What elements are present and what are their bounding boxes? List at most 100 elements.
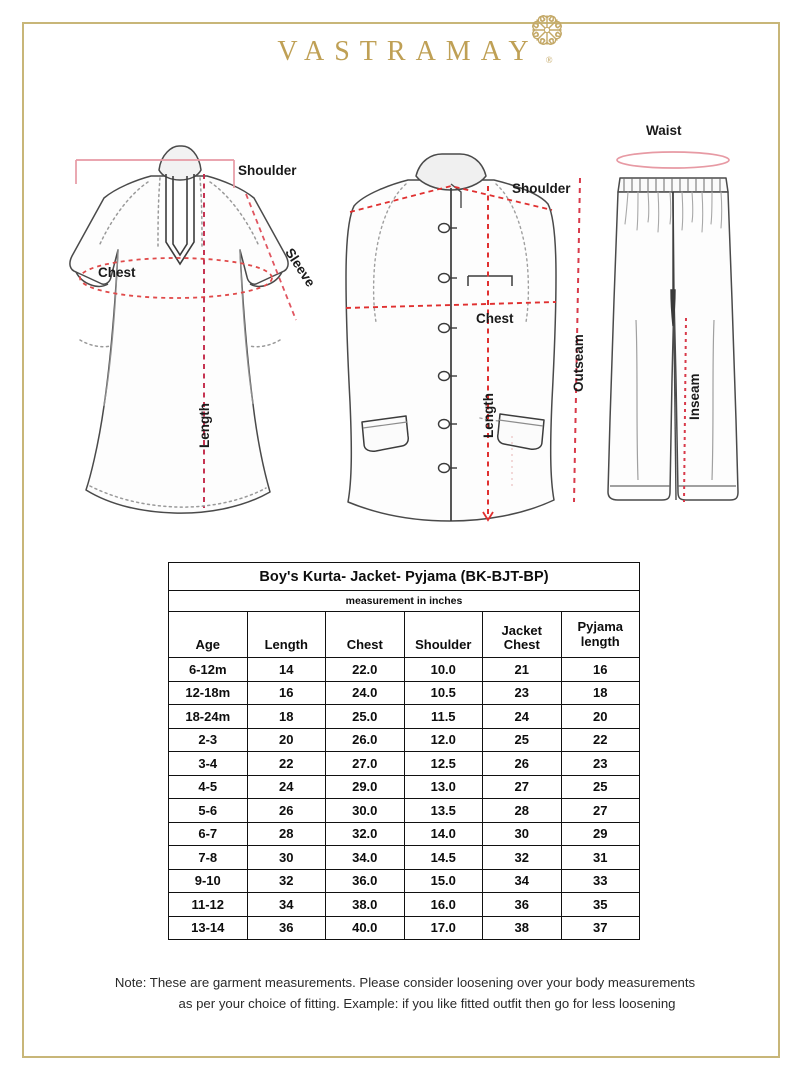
cell-pyjama-length: 20 bbox=[560, 704, 640, 729]
footer-note-line-1: Note: These are garment measurements. Pl… bbox=[114, 975, 696, 990]
cell-chest: 26.0 bbox=[325, 727, 405, 752]
column-header-age: Age bbox=[168, 611, 248, 658]
table-title: Boy's Kurta- Jacket- Pyjama (BK-BJT-BP) bbox=[168, 562, 640, 591]
cell-pyjama-length: 37 bbox=[560, 915, 640, 940]
cell-length: 18 bbox=[246, 704, 326, 729]
cell-age: 12-18m bbox=[168, 680, 248, 705]
cell-pyjama-length: 25 bbox=[560, 774, 640, 799]
kurta-length-label: Length bbox=[197, 403, 212, 448]
table-row: 7-8 30 34.0 14.5 32 31 bbox=[168, 845, 640, 870]
table-row: 13-14 36 40.0 17.0 38 37 bbox=[168, 915, 640, 940]
cell-shoulder: 11.5 bbox=[403, 704, 483, 729]
cell-jacket-chest: 26 bbox=[482, 751, 562, 776]
cell-length: 36 bbox=[246, 915, 326, 940]
table-subtitle: measurement in inches bbox=[168, 590, 640, 612]
cell-jacket-chest: 38 bbox=[482, 915, 562, 940]
cell-pyjama-length: 29 bbox=[560, 821, 640, 846]
cell-age: 4-5 bbox=[168, 774, 248, 799]
cell-chest: 32.0 bbox=[325, 821, 405, 846]
cell-chest: 34.0 bbox=[325, 845, 405, 870]
cell-chest: 29.0 bbox=[325, 774, 405, 799]
cell-jacket-chest: 24 bbox=[482, 704, 562, 729]
table-title-row: Boy's Kurta- Jacket- Pyjama (BK-BJT-BP) bbox=[168, 562, 640, 591]
cell-chest: 30.0 bbox=[325, 798, 405, 823]
pyjama-inseam-label: Inseam bbox=[687, 373, 702, 420]
cell-length: 32 bbox=[246, 868, 326, 893]
column-header-length: Length bbox=[246, 611, 326, 658]
table-row: 5-6 26 30.0 13.5 28 27 bbox=[168, 798, 640, 823]
cell-age: 6-7 bbox=[168, 821, 248, 846]
cell-pyjama-length: 35 bbox=[560, 892, 640, 917]
cell-pyjama-length: 23 bbox=[560, 751, 640, 776]
cell-age: 18-24m bbox=[168, 704, 248, 729]
cell-chest: 36.0 bbox=[325, 868, 405, 893]
table-row: 4-5 24 29.0 13.0 27 25 bbox=[168, 774, 640, 799]
table-row: 6-7 28 32.0 14.0 30 29 bbox=[168, 821, 640, 846]
registered-trademark-icon: ® bbox=[545, 55, 553, 65]
cell-chest: 27.0 bbox=[325, 751, 405, 776]
cell-chest: 38.0 bbox=[325, 892, 405, 917]
cell-pyjama-length: 18 bbox=[560, 680, 640, 705]
cell-length: 20 bbox=[246, 727, 326, 752]
mandala-ornament-icon bbox=[525, 8, 569, 52]
table-body: 6-12m 14 22.0 10.0 21 16 12-18m 16 24.0 10.5 23 18 1… bbox=[168, 657, 640, 940]
brand-logo: VASTRAMAY ® bbox=[0, 14, 810, 100]
cell-jacket-chest: 27 bbox=[482, 774, 562, 799]
cell-jacket-chest: 23 bbox=[482, 680, 562, 705]
table-row: 9-10 32 36.0 15.0 34 33 bbox=[168, 868, 640, 893]
cell-chest: 22.0 bbox=[325, 657, 405, 682]
cell-shoulder: 16.0 bbox=[403, 892, 483, 917]
cell-age: 7-8 bbox=[168, 845, 248, 870]
cell-jacket-chest: 21 bbox=[482, 657, 562, 682]
table-row: 12-18m 16 24.0 10.5 23 18 bbox=[168, 680, 640, 705]
cell-shoulder: 13.0 bbox=[403, 774, 483, 799]
cell-age: 5-6 bbox=[168, 798, 248, 823]
cell-shoulder: 10.0 bbox=[403, 657, 483, 682]
table-row: 3-4 22 27.0 12.5 26 23 bbox=[168, 751, 640, 776]
cell-jacket-chest: 28 bbox=[482, 798, 562, 823]
table-subtitle-row: measurement in inches bbox=[168, 590, 640, 612]
cell-jacket-chest: 34 bbox=[482, 868, 562, 893]
cell-age: 3-4 bbox=[168, 751, 248, 776]
cell-length: 28 bbox=[246, 821, 326, 846]
column-header-shoulder: Shoulder bbox=[403, 611, 483, 658]
column-header-chest: Chest bbox=[325, 611, 405, 658]
pyjama-diagram: Waist Outseam Inseam bbox=[558, 120, 788, 520]
cell-length: 26 bbox=[246, 798, 326, 823]
jacket-chest-label: Chest bbox=[476, 311, 514, 326]
jacket-shoulder-label: Shoulder bbox=[512, 181, 571, 196]
cell-length: 16 bbox=[246, 680, 326, 705]
brand-name: VASTRAMAY bbox=[277, 36, 539, 67]
garment-diagrams: Shoulder Chest Sleeve Length bbox=[30, 120, 780, 530]
size-chart-table: Boy's Kurta- Jacket- Pyjama (BK-BJT-BP) … bbox=[168, 562, 640, 940]
cell-chest: 40.0 bbox=[325, 915, 405, 940]
cell-jacket-chest: 36 bbox=[482, 892, 562, 917]
pyjama-header-line-2: length bbox=[580, 633, 620, 649]
cell-jacket-chest: 30 bbox=[482, 821, 562, 846]
cell-age: 6-12m bbox=[168, 657, 248, 682]
table-header-row: Age Length Chest Shoulder Jacket Chest P… bbox=[168, 611, 640, 658]
cell-shoulder: 12.0 bbox=[403, 727, 483, 752]
cell-shoulder: 17.0 bbox=[403, 915, 483, 940]
cell-age: 13-14 bbox=[168, 915, 248, 940]
cell-jacket-chest: 32 bbox=[482, 845, 562, 870]
cell-chest: 25.0 bbox=[325, 704, 405, 729]
footer-note: Note: These are garment measurements. Pl… bbox=[36, 972, 774, 1015]
kurta-diagram: Shoulder Chest Sleeve Length bbox=[56, 138, 326, 530]
pyjama-outseam-label: Outseam bbox=[571, 334, 586, 392]
cell-shoulder: 10.5 bbox=[403, 680, 483, 705]
kurta-shoulder-label: Shoulder bbox=[238, 163, 297, 178]
cell-age: 2-3 bbox=[168, 727, 248, 752]
cell-shoulder: 13.5 bbox=[403, 798, 483, 823]
table-row: 2-3 20 26.0 12.0 25 22 bbox=[168, 727, 640, 752]
cell-shoulder: 14.0 bbox=[403, 821, 483, 846]
cell-length: 24 bbox=[246, 774, 326, 799]
cell-shoulder: 15.0 bbox=[403, 868, 483, 893]
cell-jacket-chest: 25 bbox=[482, 727, 562, 752]
table-row: 18-24m 18 25.0 11.5 24 20 bbox=[168, 704, 640, 729]
cell-pyjama-length: 22 bbox=[560, 727, 640, 752]
column-header-jacket-chest: Jacket Chest bbox=[482, 611, 562, 658]
footer-note-line-2: as per your choice of fitting. Example: … bbox=[178, 996, 676, 1012]
cell-length: 34 bbox=[246, 892, 326, 917]
